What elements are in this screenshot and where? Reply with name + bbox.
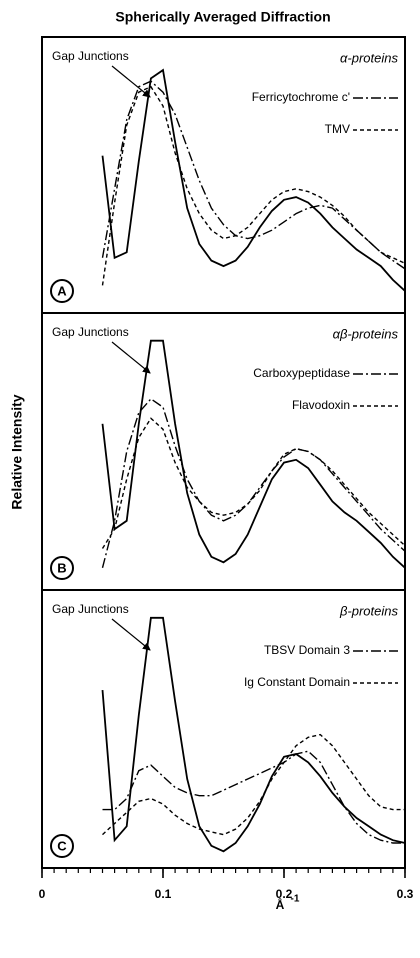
data-line bbox=[101, 85, 406, 286]
legend-label: Ferricytochrome c' bbox=[252, 90, 350, 104]
data-line bbox=[101, 80, 406, 270]
legend-label: Carboxypeptidase bbox=[253, 366, 350, 380]
class-label: β-proteins bbox=[339, 603, 399, 618]
annotation: Gap Junctions bbox=[52, 49, 129, 63]
legend-label: TMV bbox=[325, 122, 350, 136]
panel-badge bbox=[50, 279, 74, 303]
data-line bbox=[101, 339, 406, 569]
legend-label: TBSV Domain 3 bbox=[264, 643, 350, 657]
x-axis-label: Å bbox=[276, 897, 285, 912]
panel-letter: A bbox=[57, 283, 67, 298]
panel-letter: B bbox=[57, 560, 66, 575]
annotation-arrow bbox=[111, 341, 151, 374]
x-tick-label: 0.2 bbox=[276, 887, 293, 901]
figure-title: Spherically Averaged Diffraction bbox=[115, 9, 330, 25]
x-axis-label-superscript: -1 bbox=[291, 894, 300, 905]
class-label: α-proteins bbox=[340, 50, 398, 65]
class-label: αβ-proteins bbox=[333, 326, 399, 341]
data-line bbox=[101, 616, 406, 853]
annotation: Gap Junctions bbox=[52, 602, 129, 616]
panel-letter: C bbox=[57, 838, 67, 853]
panel-frame bbox=[41, 589, 406, 869]
panel-frame bbox=[41, 36, 406, 314]
data-line bbox=[101, 397, 406, 568]
annotation: Gap Junctions bbox=[52, 325, 129, 339]
panel-badge bbox=[50, 556, 74, 580]
x-tick-label: 0.1 bbox=[155, 887, 172, 901]
data-line bbox=[102, 733, 405, 836]
data-line bbox=[102, 750, 405, 844]
panel-badge bbox=[50, 834, 74, 858]
annotation-arrow bbox=[111, 618, 151, 651]
panel-frame bbox=[41, 312, 406, 591]
data-line bbox=[101, 417, 406, 549]
annotation-arrow bbox=[111, 65, 151, 98]
legend-label: Flavodoxin bbox=[292, 398, 350, 412]
legend-label: Ig Constant Domain bbox=[244, 675, 350, 689]
x-tick-label: 0.3 bbox=[397, 887, 414, 901]
y-axis-label: Relative Intensity bbox=[9, 394, 25, 509]
x-tick-label: 0 bbox=[39, 887, 46, 901]
